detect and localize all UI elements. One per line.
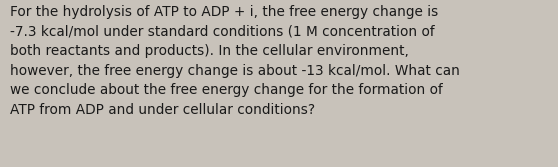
- Text: For the hydrolysis of ATP to ADP + i, the free energy change is
-7.3 kcal/mol un: For the hydrolysis of ATP to ADP + i, th…: [10, 5, 460, 117]
